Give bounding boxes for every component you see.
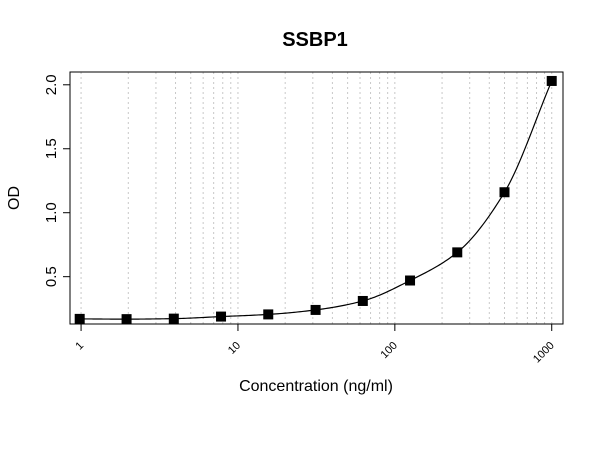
y-tick-label: 1.0 [43, 202, 60, 223]
y-axis-label: OD [6, 186, 23, 210]
data-point [357, 295, 368, 306]
y-axis: 0.5 1.0 1.5 2.0 [43, 74, 70, 287]
data-point [216, 311, 227, 322]
y-tick-label: 1.5 [43, 138, 60, 159]
x-tick-label: 10 [226, 340, 243, 357]
data-point [74, 313, 85, 324]
grid [80, 72, 553, 324]
chart-title: SSBP1 [282, 29, 348, 51]
data-point [310, 304, 321, 315]
fit-curve [79, 80, 553, 320]
x-axis-label: Concentration (ng/ml) [239, 378, 393, 395]
x-tick-label: 1000 [531, 340, 557, 366]
data-point [405, 275, 416, 286]
data-points [74, 75, 557, 325]
x-axis: 1 10 100 1000 [73, 324, 557, 366]
data-point [499, 187, 510, 198]
plot-frame [69, 71, 564, 325]
y-tick-label: 0.5 [43, 266, 60, 287]
data-point [263, 309, 274, 320]
data-point [546, 75, 557, 86]
y-tick-label: 2.0 [43, 74, 60, 95]
data-point [168, 313, 179, 324]
x-tick-label: 100 [378, 340, 399, 361]
data-point [121, 314, 132, 325]
x-tick-label: 1 [73, 340, 86, 353]
data-point [452, 247, 463, 258]
